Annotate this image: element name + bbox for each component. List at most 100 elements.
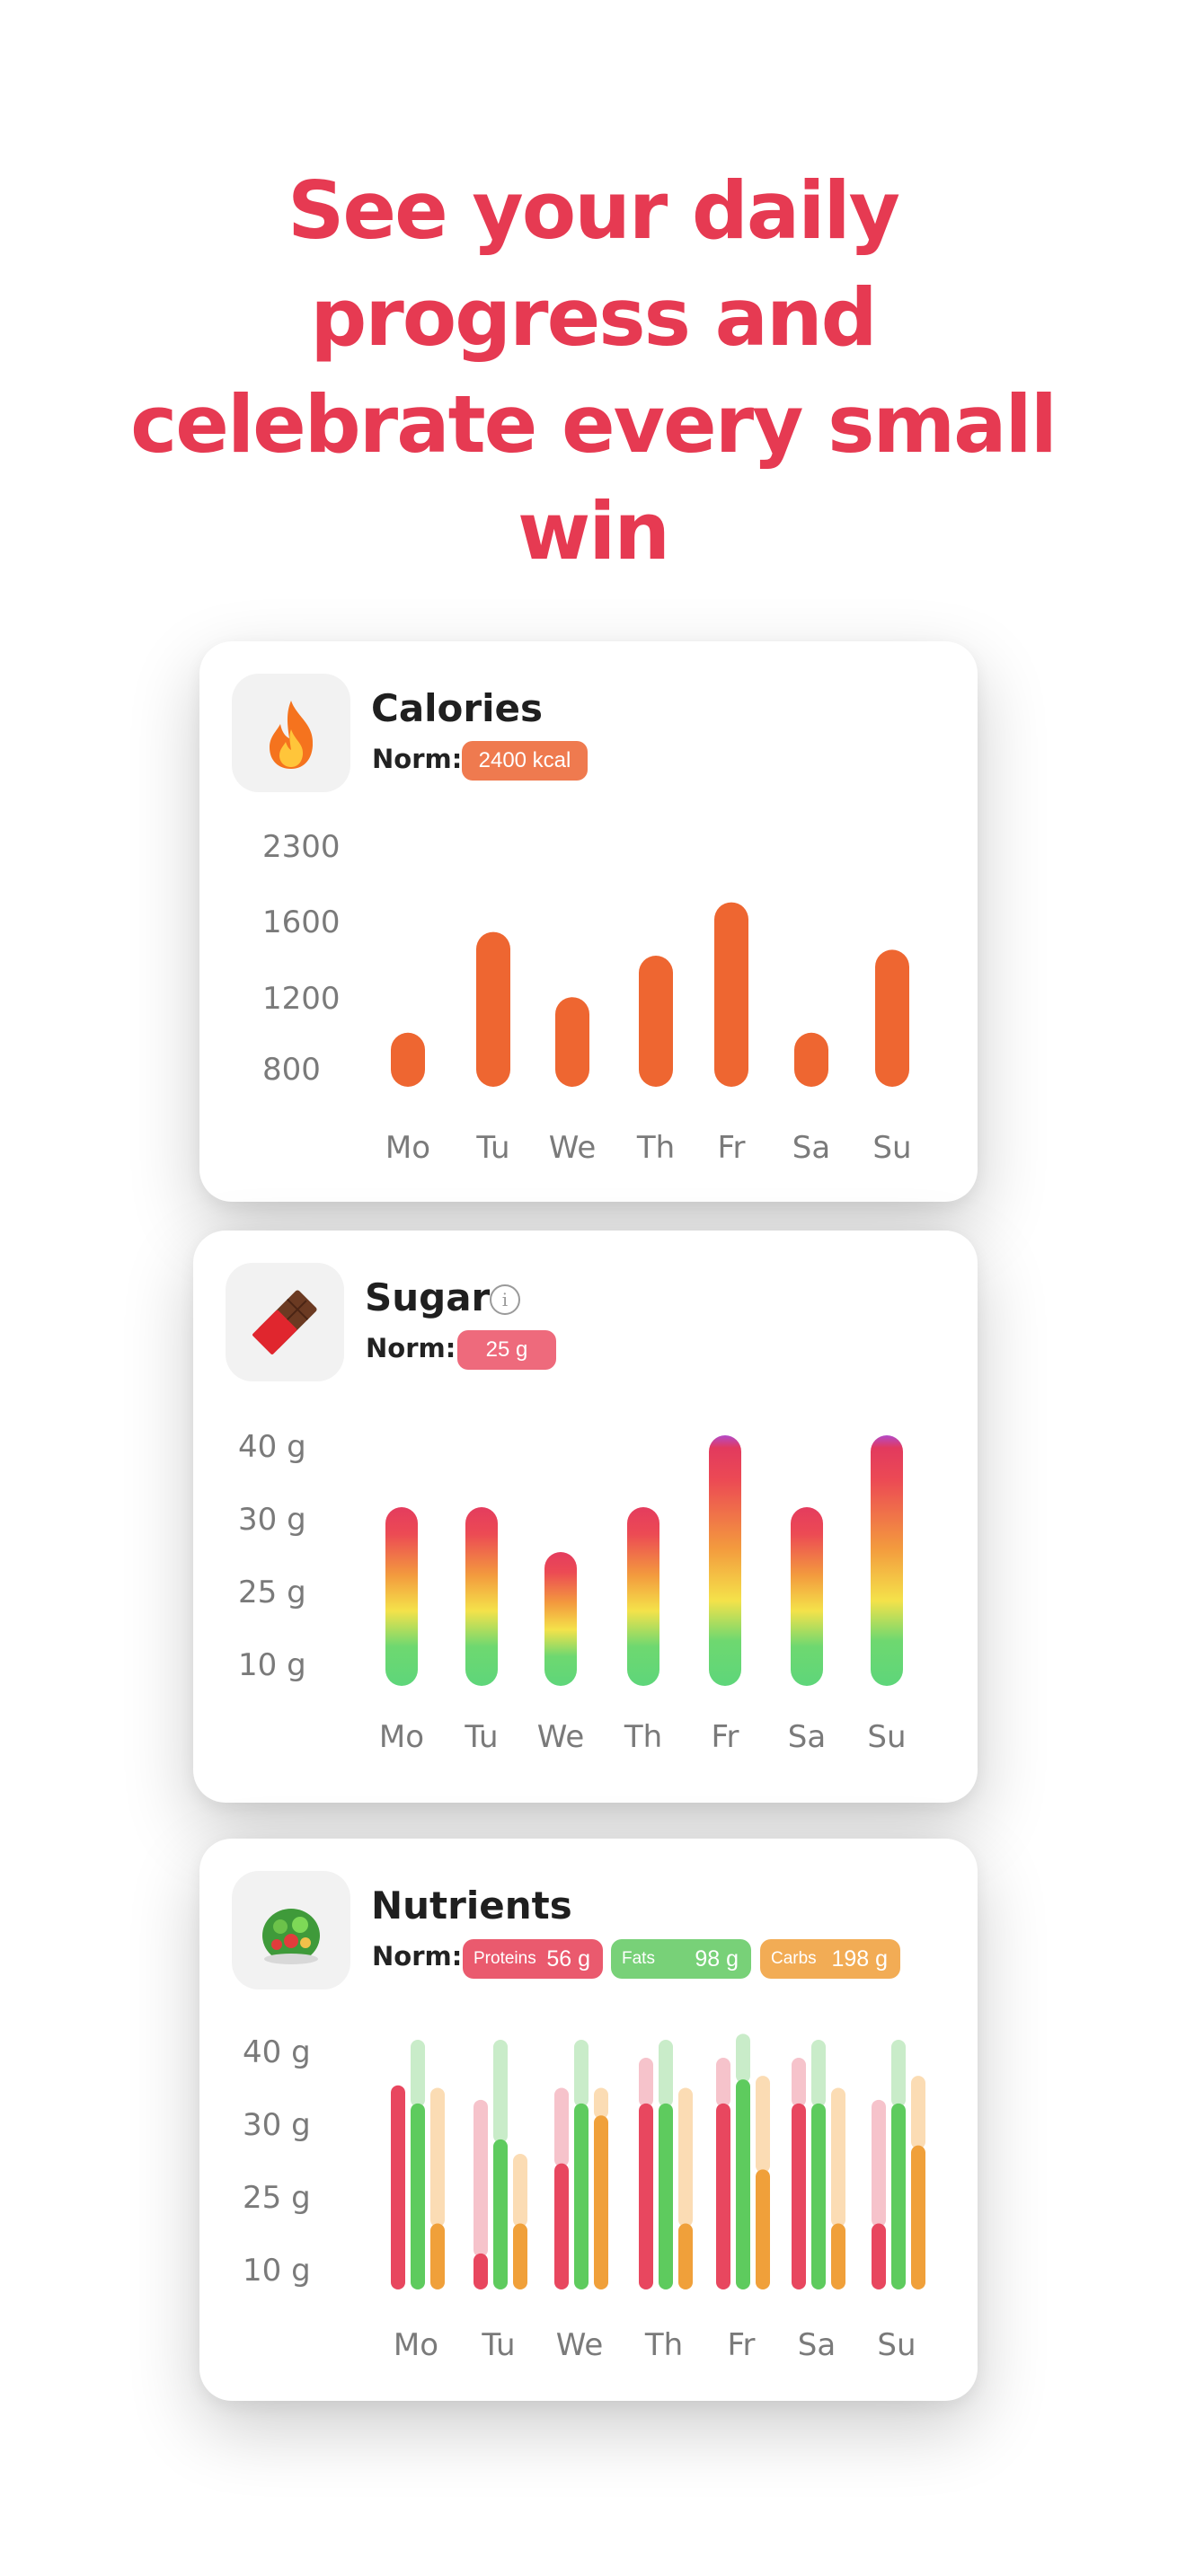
nutrient-remaining-fats <box>736 2033 750 2084</box>
nutrient-bar-proteins <box>474 2253 488 2289</box>
y-tick-label: 2300 <box>262 829 341 865</box>
nutrient-bar-fats <box>811 2103 826 2289</box>
sugar-norm-label: Norm: <box>366 1333 456 1363</box>
y-tick-label: 40 g <box>243 2034 311 2070</box>
y-tick-label: 25 g <box>238 1575 306 1610</box>
y-tick-label: 1200 <box>262 981 341 1017</box>
nutrient-bar-carbs <box>430 2223 445 2289</box>
nutrients-title: Nutrients <box>371 1883 572 1928</box>
calories-bar-su <box>875 949 909 1087</box>
sugar-norm-pill: 25 g <box>457 1330 556 1370</box>
x-tick-label-fr: Fr <box>727 2327 755 2363</box>
nutrient-bar-carbs <box>594 2115 608 2289</box>
nutrient-remaining-fats <box>891 2040 906 2107</box>
x-tick-label-sa: Sa <box>792 1130 830 1166</box>
fats-label: Fats <box>622 1949 655 1968</box>
nutrient-bar-fats <box>493 2139 508 2289</box>
nutrient-remaining-proteins <box>872 2099 886 2228</box>
nutrient-remaining-carbs <box>911 2076 925 2149</box>
nutrient-remaining-fats <box>811 2040 826 2107</box>
calories-bar-tu <box>476 931 510 1087</box>
y-tick-label: 30 g <box>238 1502 306 1538</box>
headline-line-4: win <box>517 485 670 578</box>
sugar-bar-th <box>627 1507 659 1686</box>
sugar-title: Sugar <box>365 1275 491 1319</box>
nutrients-norm-label: Norm: <box>372 1941 463 1972</box>
nutrient-remaining-carbs <box>678 2087 693 2228</box>
nutrients-card[interactable]: Nutrients Norm: Proteins 56 g Fats 98 g … <box>199 1839 978 2401</box>
headline-line-3: celebrate every small <box>130 378 1058 471</box>
nutrient-remaining-fats <box>493 2040 508 2143</box>
y-tick-label: 40 g <box>238 1429 306 1465</box>
nutrient-remaining-proteins <box>474 2099 488 2257</box>
x-tick-label-sa: Sa <box>788 1719 826 1755</box>
y-tick-label: 10 g <box>243 2253 311 2289</box>
x-tick-label-mo: Mo <box>379 1719 424 1755</box>
nutrient-bar-fats <box>891 2103 906 2289</box>
fire-icon <box>270 701 314 769</box>
nutrient-remaining-proteins <box>716 2058 730 2107</box>
nutrient-remaining-proteins <box>554 2087 569 2167</box>
y-tick-label: 25 g <box>243 2180 311 2216</box>
nutrient-remaining-proteins <box>792 2058 806 2107</box>
nutrient-bar-fats <box>574 2103 589 2289</box>
nutrient-bar-fats <box>736 2079 750 2289</box>
sugar-bar-mo <box>385 1507 418 1686</box>
nutrient-remaining-carbs <box>756 2076 770 2174</box>
calories-norm-pill: 2400 kcal <box>462 741 588 781</box>
x-tick-label-fr: Fr <box>711 1719 739 1755</box>
nutrient-bar-proteins <box>639 2103 653 2289</box>
nutrient-bar-proteins <box>716 2103 730 2289</box>
nutrient-bar-fats <box>411 2103 425 2289</box>
nutrient-bar-carbs <box>831 2223 845 2289</box>
salad-icon <box>262 1909 320 1964</box>
y-tick-label: 1600 <box>262 904 341 940</box>
x-tick-label-th: Th <box>624 1719 662 1755</box>
y-tick-label: 800 <box>262 1052 321 1088</box>
x-tick-label-sa: Sa <box>798 2327 836 2363</box>
nutrient-bar-carbs <box>513 2223 527 2289</box>
x-tick-label-su: Su <box>872 1130 911 1166</box>
chocolate-icon <box>252 1290 317 1354</box>
sugar-card[interactable]: Sugar i Norm: 25 g 40 g 30 g 25 g 10 g Mo Tu W… <box>193 1231 978 1803</box>
nutrients-chart: 40 g 30 g 25 g 10 g Mo Tu We Th Fr Sa Su <box>243 2033 925 2363</box>
carbs-value: 198 g <box>831 1946 888 1972</box>
nutrient-bar-carbs <box>678 2223 693 2289</box>
y-tick-label: 10 g <box>238 1647 306 1683</box>
x-tick-label-fr: Fr <box>717 1130 745 1166</box>
nutrient-bar-proteins <box>554 2163 569 2289</box>
nutrient-remaining-carbs <box>513 2153 527 2228</box>
info-icon[interactable]: i <box>490 1284 520 1315</box>
x-tick-label-tu: Tu <box>481 2327 515 2363</box>
nutrient-bar-proteins <box>792 2103 806 2289</box>
nutrient-remaining-carbs <box>831 2087 845 2228</box>
x-tick-label-tu: Tu <box>475 1130 509 1166</box>
nutrient-bar-fats <box>659 2103 673 2289</box>
nutrient-remaining-fats <box>574 2040 589 2107</box>
calories-norm-label: Norm: <box>372 744 463 774</box>
x-tick-label-tu: Tu <box>464 1719 498 1755</box>
headline-line-1: See your daily <box>288 164 900 257</box>
x-tick-label-th: Th <box>636 1130 675 1166</box>
calories-title: Calories <box>371 686 544 730</box>
nutrients-emoji-box <box>232 1871 350 1989</box>
x-tick-label-we: We <box>556 2327 604 2363</box>
x-tick-label-we: We <box>549 1130 597 1166</box>
sugar-chart: 40 g 30 g 25 g 10 g Mo Tu We Th Fr Sa Su <box>238 1429 907 1755</box>
fats-pill: Fats 98 g <box>611 1939 751 1979</box>
fats-value: 98 g <box>695 1946 739 1972</box>
calories-bar-fr <box>714 902 748 1087</box>
nutrient-bar-proteins <box>872 2223 886 2289</box>
carbs-label: Carbs <box>771 1949 817 1968</box>
calories-emoji-box <box>232 674 350 792</box>
x-tick-label-su: Su <box>867 1719 906 1755</box>
nutrient-bar-carbs <box>911 2145 925 2289</box>
calories-bar-th <box>639 956 673 1087</box>
nutrient-remaining-fats <box>659 2040 673 2107</box>
x-tick-label-we: We <box>537 1719 585 1755</box>
calories-card[interactable]: Calories Norm: 2400 kcal 2300 1600 1200 800… <box>199 641 978 1202</box>
proteins-value: 56 g <box>546 1946 590 1972</box>
nutrient-remaining-carbs <box>594 2087 608 2120</box>
x-tick-label-mo: Mo <box>394 2327 438 2363</box>
carbs-pill: Carbs 198 g <box>760 1939 900 1979</box>
